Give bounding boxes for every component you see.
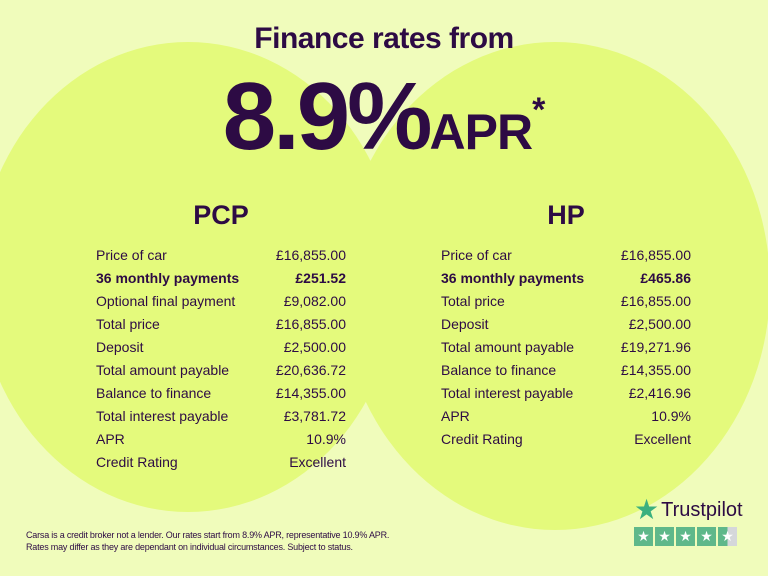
row-value: 10.9%	[306, 431, 346, 447]
row-value: £9,082.00	[283, 293, 346, 309]
row-value: 10.9%	[651, 408, 691, 424]
table-row: Total interest payable £2,416.96	[441, 382, 691, 405]
table-row: Total amount payable £20,636.72	[96, 359, 346, 382]
row-value: £2,416.96	[628, 385, 691, 401]
table-row: Total price £16,855.00	[96, 313, 346, 336]
row-label: Deposit	[441, 316, 489, 332]
row-label: Total amount payable	[96, 362, 230, 378]
rate-value: 8.9%	[222, 63, 433, 170]
row-value: £19,271.96	[620, 339, 691, 355]
row-value: £16,855.00	[620, 293, 691, 309]
row-value: £251.52	[295, 270, 346, 286]
row-label: Credit Rating	[441, 431, 523, 447]
rating-star-icon: ★	[676, 527, 695, 546]
row-value: £3,781.72	[283, 408, 346, 424]
background-blob-right	[340, 42, 768, 530]
row-value: £20,636.72	[275, 362, 346, 378]
table-row: Total interest payable £3,781.72	[96, 405, 346, 428]
trustpilot-badge: ★ Trustpilot ★ ★ ★ ★ ★	[634, 494, 743, 546]
row-value: Excellent	[634, 431, 691, 447]
disclaimer-line: Rates may differ as they are dependant o…	[26, 542, 353, 552]
table-row: APR 10.9%	[96, 428, 346, 451]
row-label: Deposit	[96, 339, 144, 355]
table-row: 36 monthly payments £465.86	[441, 267, 691, 290]
star-icon: ★	[634, 494, 660, 525]
row-label: Total price	[441, 293, 505, 309]
table-row: Credit Rating Excellent	[96, 451, 346, 474]
disclaimer-line: Carsa is a credit broker not a lender. O…	[26, 530, 390, 540]
table-row: 36 monthly payments £251.52	[96, 267, 346, 290]
row-value: £16,855.00	[275, 316, 346, 332]
table-row: APR 10.9%	[441, 405, 691, 428]
row-label: Credit Rating	[96, 454, 178, 470]
table-row: Balance to finance £14,355.00	[441, 359, 691, 382]
headline: Finance rates from	[254, 22, 514, 55]
row-label: 36 monthly payments	[96, 270, 240, 286]
table-row: Balance to finance £14,355.00	[96, 382, 346, 405]
pcp-table: PCP Price of car £16,855.00 36 monthly pay…	[96, 198, 346, 474]
rate-hero: 8.9%APR*	[0, 62, 768, 172]
table-row: Price of car £16,855.00	[96, 244, 346, 267]
table-row: Price of car £16,855.00	[441, 244, 691, 267]
pcp-rows: Price of car £16,855.00 36 monthly payment…	[96, 244, 346, 474]
row-value: £16,855.00	[620, 247, 691, 263]
apr-label: APR	[429, 104, 534, 160]
row-label: APR	[441, 408, 470, 424]
asterisk: *	[532, 91, 546, 129]
row-label: 36 monthly payments	[441, 270, 585, 286]
table-row: Deposit £2,500.00	[96, 336, 346, 359]
row-label: Price of car	[96, 247, 167, 263]
table-row: Total price £16,855.00	[441, 290, 691, 313]
rating-star-icon: ★	[718, 527, 737, 546]
hp-table: HP Price of car £16,855.00 36 monthly paym…	[441, 198, 691, 451]
rating-star-icon: ★	[655, 527, 674, 546]
table-row: Total amount payable £19,271.96	[441, 336, 691, 359]
row-value: £14,355.00	[620, 362, 691, 378]
row-label: Total interest payable	[96, 408, 229, 424]
pcp-heading: PCP	[193, 200, 249, 230]
row-label: Optional final payment	[96, 293, 236, 309]
row-label: Balance to finance	[441, 362, 557, 378]
row-label: Price of car	[441, 247, 512, 263]
rating-star-icon: ★	[697, 527, 716, 546]
trustpilot-rating: ★ ★ ★ ★ ★	[634, 527, 742, 546]
table-row: Optional final payment £9,082.00	[96, 290, 346, 313]
disclaimer: Carsa is a credit broker not a lender. O…	[26, 529, 389, 553]
row-label: Total interest payable	[441, 385, 574, 401]
rating-star-icon: ★	[634, 527, 653, 546]
row-label: Total price	[96, 316, 160, 332]
row-value: £2,500.00	[628, 316, 691, 332]
row-label: Balance to finance	[96, 385, 212, 401]
row-value: £465.86	[640, 270, 691, 286]
table-row: Credit Rating Excellent	[441, 428, 691, 451]
background-blob-left	[0, 42, 398, 512]
trustpilot-name: Trustpilot	[661, 498, 743, 521]
hp-heading: HP	[547, 200, 585, 230]
row-value: £16,855.00	[275, 247, 346, 263]
row-label: APR	[96, 431, 125, 447]
row-value: Excellent	[289, 454, 346, 470]
row-label: Total amount payable	[441, 339, 575, 355]
table-row: Deposit £2,500.00	[441, 313, 691, 336]
row-value: £14,355.00	[275, 385, 346, 401]
trustpilot-logo: ★ Trustpilot	[634, 494, 743, 525]
row-value: £2,500.00	[283, 339, 346, 355]
hp-rows: Price of car £16,855.00 36 monthly payment…	[441, 244, 691, 451]
